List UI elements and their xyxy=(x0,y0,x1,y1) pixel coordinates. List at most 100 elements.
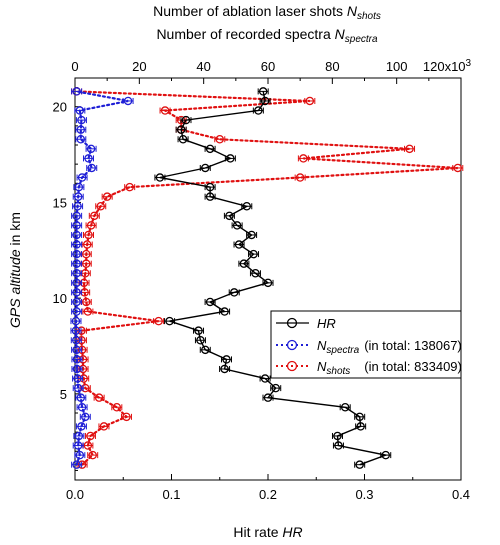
marker xyxy=(71,326,81,335)
data-point-n-spectra xyxy=(75,125,87,134)
data-point-hr xyxy=(257,87,269,96)
data-point-n-spectra xyxy=(71,460,83,469)
marker xyxy=(222,355,231,364)
data-point-n-spectra xyxy=(83,154,95,163)
top-tick-label: 0 xyxy=(71,59,78,74)
data-point-n-spectra xyxy=(74,450,86,460)
data-point-n-spectra xyxy=(86,163,98,173)
series-line-n-shots xyxy=(75,90,458,466)
marker xyxy=(205,192,215,201)
marker xyxy=(86,431,95,441)
legend-entry-spectra: Nspectra (in total: 138067) xyxy=(276,338,462,356)
data-point-n-spectra xyxy=(72,441,84,450)
data-point-n-shots xyxy=(124,182,136,192)
data-point-n-spectra xyxy=(75,135,87,144)
marker xyxy=(165,316,174,326)
data-point-n-shots xyxy=(84,431,96,441)
marker xyxy=(72,345,81,355)
marker xyxy=(254,106,263,115)
marker xyxy=(74,431,84,441)
data-point-hr xyxy=(219,307,231,316)
marker xyxy=(154,316,163,326)
data-point-hr xyxy=(249,269,261,278)
data-point-n-spectra xyxy=(71,345,83,355)
data-point-hr xyxy=(354,460,366,469)
data-point-n-spectra xyxy=(71,230,83,240)
marker xyxy=(72,240,81,249)
marker xyxy=(72,297,81,307)
marker xyxy=(83,441,93,450)
data-point-hr xyxy=(204,182,216,192)
marker xyxy=(72,364,82,374)
marker xyxy=(75,106,85,115)
series-line-hr xyxy=(159,91,389,466)
data-point-hr xyxy=(224,154,236,163)
marker xyxy=(205,182,215,192)
marker xyxy=(82,259,91,268)
data-point-n-spectra xyxy=(79,412,91,422)
data-point-n-spectra xyxy=(71,87,83,96)
marker xyxy=(247,230,256,240)
marker xyxy=(405,144,414,154)
data-point-n-spectra xyxy=(71,211,83,221)
data-point-n-shots xyxy=(404,144,416,154)
legend-shots-marker xyxy=(286,360,298,372)
marker xyxy=(220,364,229,374)
marker xyxy=(82,249,91,259)
marker xyxy=(102,192,112,201)
data-point-n-shots xyxy=(83,230,95,240)
marker xyxy=(72,269,81,278)
data-point-hr xyxy=(246,230,258,240)
legend-spectra-label: Nspectra (in total: 138067) xyxy=(317,338,462,356)
marker xyxy=(234,240,244,249)
bottom-tick-label: 0.2 xyxy=(259,487,277,502)
marker xyxy=(178,135,188,144)
marker xyxy=(271,383,280,393)
marker xyxy=(249,249,258,259)
top-axis-title-line1: Number of ablation laser shots Nshots xyxy=(153,3,381,22)
marker xyxy=(72,221,81,230)
top-tick-label: 40 xyxy=(196,59,210,74)
marker xyxy=(72,288,81,297)
marker xyxy=(201,163,210,173)
legend-entry-hr: HR xyxy=(276,316,336,331)
data-point-n-shots xyxy=(159,106,171,115)
marker xyxy=(160,106,170,115)
data-point-hr xyxy=(180,115,192,125)
top-tick-label-superscript: 3 xyxy=(466,58,472,69)
data-point-hr xyxy=(231,221,243,230)
data-point-hr xyxy=(177,135,189,144)
marker xyxy=(77,115,86,125)
marker xyxy=(263,393,273,402)
marker xyxy=(81,412,90,422)
marker xyxy=(76,393,86,402)
data-point-hr xyxy=(332,441,344,450)
top-tick-label: 80 xyxy=(325,59,339,74)
top-tick-label: 20 xyxy=(132,59,146,74)
marker xyxy=(226,154,235,163)
marker xyxy=(299,154,308,163)
legend-spectra-marker xyxy=(286,339,298,351)
marker xyxy=(86,144,96,154)
data-point-n-spectra xyxy=(76,403,88,412)
marker xyxy=(72,460,81,469)
data-point-hr xyxy=(339,403,351,412)
marker xyxy=(215,135,224,144)
marker xyxy=(355,460,364,469)
marker xyxy=(194,326,203,335)
marker xyxy=(239,259,249,268)
marker xyxy=(99,422,109,431)
marker xyxy=(201,345,210,355)
marker xyxy=(72,307,81,316)
data-point-n-spectra xyxy=(122,96,134,106)
data-point-n-spectra xyxy=(71,288,83,297)
marker xyxy=(232,221,242,230)
marker xyxy=(205,297,215,307)
y-tick-label: 20 xyxy=(53,100,67,115)
marker xyxy=(123,96,133,106)
data-point-n-spectra xyxy=(70,336,82,345)
marker xyxy=(229,288,239,297)
marker xyxy=(220,307,229,316)
marker xyxy=(77,173,87,182)
data-point-hr xyxy=(262,278,274,288)
